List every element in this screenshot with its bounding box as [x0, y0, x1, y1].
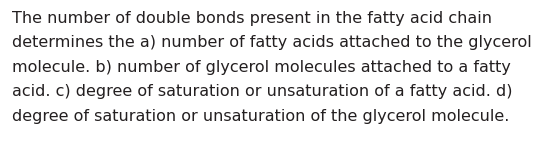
Text: acid. c) degree of saturation or unsaturation of a fatty acid. d): acid. c) degree of saturation or unsatur…: [12, 85, 512, 100]
Text: molecule. b) number of glycerol molecules attached to a fatty: molecule. b) number of glycerol molecule…: [12, 60, 511, 75]
Text: degree of saturation or unsaturation of the glycerol molecule.: degree of saturation or unsaturation of …: [12, 109, 509, 124]
Text: determines the a) number of fatty acids attached to the glycerol: determines the a) number of fatty acids …: [12, 35, 532, 51]
Text: The number of double bonds present in the fatty acid chain: The number of double bonds present in th…: [12, 11, 492, 26]
